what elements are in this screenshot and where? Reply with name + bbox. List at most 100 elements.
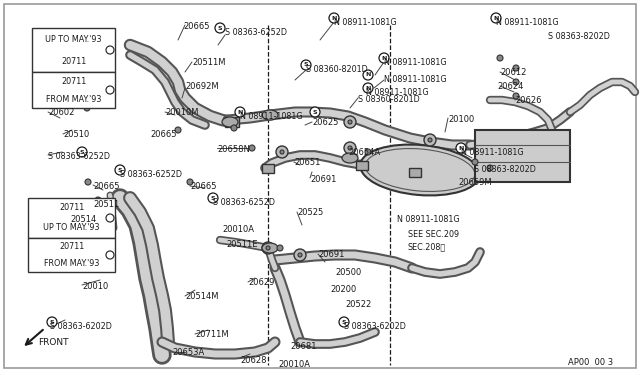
Text: 20626: 20626 (515, 96, 541, 105)
Circle shape (344, 116, 356, 128)
Circle shape (363, 83, 373, 93)
Text: S: S (313, 109, 317, 115)
Text: FRONT: FRONT (38, 338, 68, 347)
Ellipse shape (222, 117, 238, 127)
Circle shape (235, 107, 245, 117)
Text: 20010A: 20010A (278, 360, 310, 369)
Text: 20612: 20612 (500, 68, 526, 77)
Text: 20665: 20665 (150, 130, 177, 139)
Text: S 08363-8202D: S 08363-8202D (474, 165, 536, 174)
Text: S 08363-6252D: S 08363-6252D (213, 198, 275, 207)
Circle shape (294, 249, 306, 261)
Text: N 08911-1081G: N 08911-1081G (461, 148, 524, 157)
Text: N: N (493, 16, 499, 20)
Circle shape (497, 55, 503, 61)
Text: 20628: 20628 (240, 356, 266, 365)
Bar (409, 168, 421, 177)
Circle shape (301, 60, 311, 70)
Circle shape (456, 143, 466, 153)
Text: 20665: 20665 (183, 22, 209, 31)
Circle shape (215, 23, 225, 33)
Text: 20522: 20522 (345, 300, 371, 309)
Text: S: S (211, 196, 215, 201)
Circle shape (187, 179, 193, 185)
Circle shape (472, 159, 478, 165)
Text: 20200: 20200 (330, 285, 356, 294)
Circle shape (249, 145, 255, 151)
Text: 20629: 20629 (248, 278, 275, 287)
Circle shape (363, 70, 373, 80)
Circle shape (513, 79, 519, 85)
Text: 20659M: 20659M (458, 178, 492, 187)
Text: 20691: 20691 (318, 250, 344, 259)
Text: UP TO MAY.'93: UP TO MAY.'93 (45, 35, 102, 44)
Text: 20711: 20711 (61, 77, 86, 86)
Text: 20602: 20602 (48, 108, 74, 117)
Circle shape (513, 93, 519, 99)
Circle shape (231, 125, 237, 131)
Ellipse shape (342, 153, 358, 163)
Text: 20692M: 20692M (185, 82, 219, 91)
Text: 20511E: 20511E (226, 240, 257, 249)
Bar (475, 130, 570, 182)
Text: N 08911-1081G: N 08911-1081G (240, 112, 303, 121)
Text: S: S (50, 320, 54, 324)
Circle shape (106, 251, 114, 259)
Text: 20010A: 20010A (222, 225, 254, 234)
Ellipse shape (262, 243, 278, 253)
Text: N 08911-1081G: N 08911-1081G (334, 18, 397, 27)
Text: S 08363-6202D: S 08363-6202D (50, 322, 112, 331)
Text: 20681: 20681 (290, 342, 317, 351)
Text: N 08911-1081G: N 08911-1081G (366, 88, 429, 97)
Text: 20525: 20525 (297, 208, 323, 217)
Circle shape (513, 65, 519, 71)
Ellipse shape (365, 148, 475, 192)
Text: S: S (218, 26, 222, 31)
Text: S 08363-6252D: S 08363-6252D (48, 152, 110, 161)
Text: 20010M: 20010M (165, 108, 198, 117)
Text: 20100: 20100 (448, 115, 474, 124)
Circle shape (298, 253, 302, 257)
Circle shape (365, 149, 371, 155)
Circle shape (106, 46, 114, 54)
Circle shape (329, 13, 339, 23)
Text: S 08363-6252D: S 08363-6252D (120, 170, 182, 179)
Text: 20651: 20651 (294, 158, 321, 167)
Text: 20624: 20624 (497, 82, 524, 91)
Circle shape (106, 214, 114, 222)
Circle shape (491, 13, 501, 23)
Bar (32, 72, 115, 108)
Text: S: S (304, 62, 308, 67)
Circle shape (106, 86, 114, 94)
Circle shape (84, 105, 90, 111)
Circle shape (280, 150, 284, 154)
Text: 20010: 20010 (82, 282, 108, 291)
Text: N 08911-1081G: N 08911-1081G (496, 18, 559, 27)
Circle shape (262, 242, 274, 254)
Bar (28, 238, 115, 272)
Circle shape (487, 165, 493, 171)
Text: 20625: 20625 (312, 118, 339, 127)
Text: AP00  00 3: AP00 00 3 (568, 358, 613, 367)
Text: N: N (237, 109, 243, 115)
Text: FROM MAY.'93: FROM MAY.'93 (46, 94, 101, 103)
Text: 20658N: 20658N (217, 145, 250, 154)
Text: 20691: 20691 (310, 175, 337, 184)
Text: 20665: 20665 (190, 182, 216, 191)
Text: FROM MAY.'93: FROM MAY.'93 (44, 259, 99, 268)
Text: 20514: 20514 (70, 215, 96, 224)
Text: S 08360-8201D: S 08360-8201D (358, 95, 420, 104)
Circle shape (348, 120, 352, 124)
Bar (225, 117, 239, 127)
Text: 20511M: 20511M (192, 58, 225, 67)
Text: UP TO MAY.'93: UP TO MAY.'93 (44, 224, 100, 232)
Text: 20711: 20711 (59, 242, 84, 251)
Text: S 08363-8202D: S 08363-8202D (548, 32, 610, 41)
Circle shape (379, 53, 389, 63)
Circle shape (276, 146, 288, 158)
Text: 20500: 20500 (335, 268, 361, 277)
Circle shape (208, 193, 218, 203)
Circle shape (277, 245, 283, 251)
Circle shape (47, 317, 57, 327)
Bar (356, 161, 368, 170)
